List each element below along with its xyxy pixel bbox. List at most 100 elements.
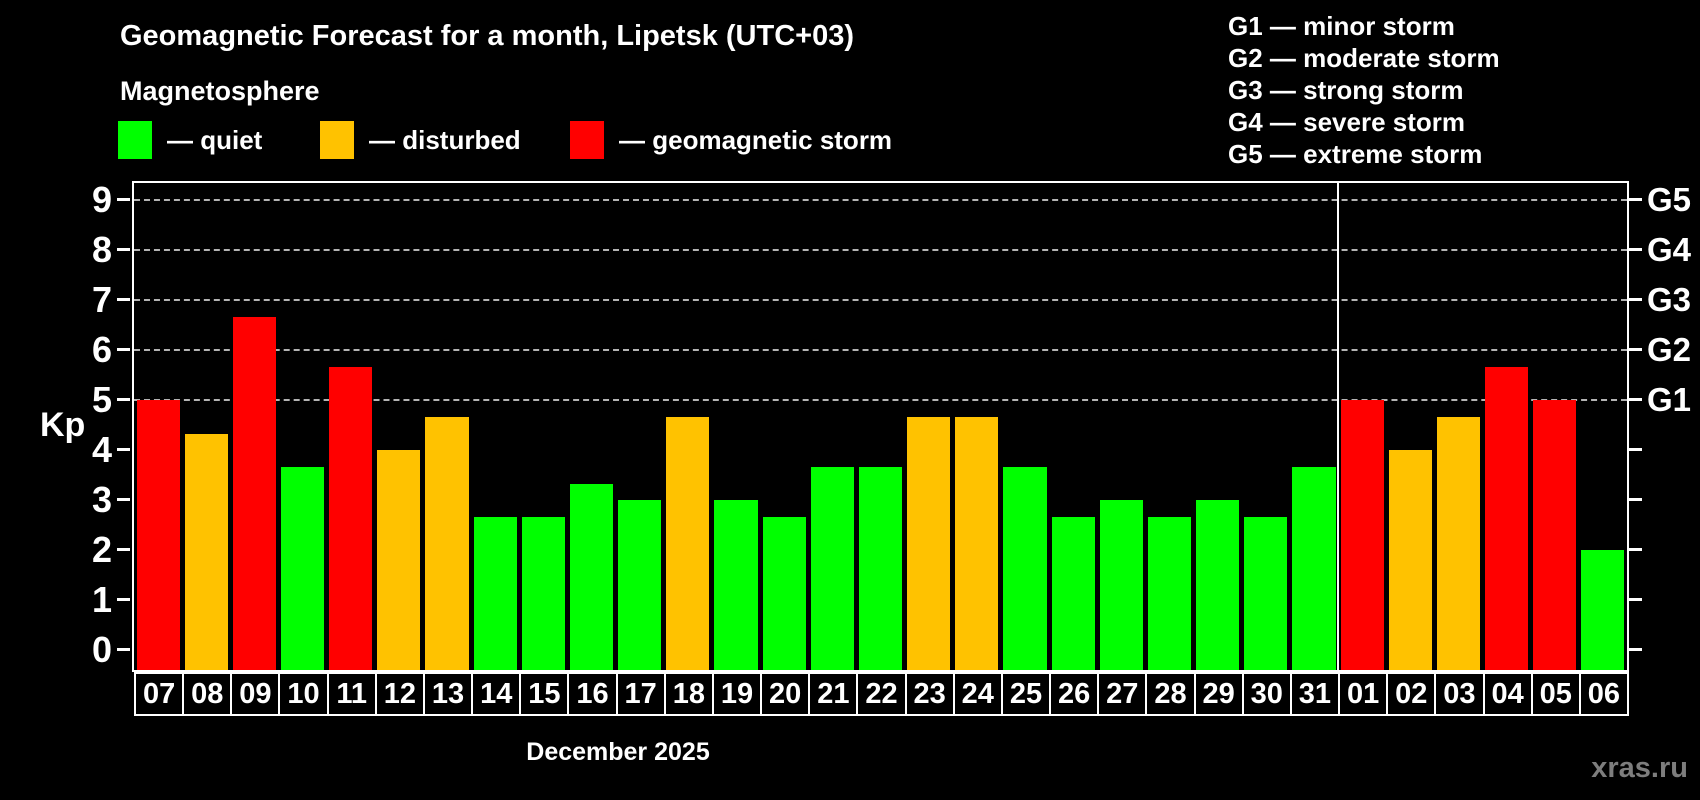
- bar-day-26: [1051, 516, 1095, 670]
- legend-swatch-storm-icon: [570, 121, 604, 159]
- storm-scale-line-g2: G2 — moderate storm: [1228, 43, 1500, 73]
- y-tick-label-6: 6: [91, 329, 112, 370]
- bar-day-23: [907, 416, 951, 670]
- bar-day-12: [377, 450, 421, 670]
- x-label-box-16: 16: [567, 672, 618, 716]
- y-tick-label-0: 0: [91, 629, 112, 670]
- y-tick-label-5: 5: [91, 379, 112, 420]
- x-label-box-25: 25: [1000, 672, 1052, 716]
- bar-day-20: [762, 516, 806, 670]
- y-tick-right-3: [1629, 498, 1642, 501]
- x-label-box-07: 07: [134, 672, 185, 716]
- watermark: xras.ru: [1591, 752, 1688, 784]
- bar-day-24: [955, 416, 999, 670]
- y-axis-label: Kp: [40, 406, 86, 444]
- x-label-box-15: 15: [519, 672, 570, 716]
- x-label-box-09: 09: [230, 672, 281, 716]
- x-label-box-28: 28: [1145, 672, 1196, 716]
- bar-day-18: [666, 416, 710, 670]
- x-label-box-24: 24: [952, 672, 1003, 716]
- storm-scale-legend: G1 — minor storm G2 — moderate storm G3 …: [1228, 10, 1500, 170]
- y-tick-right-0: [1629, 648, 1642, 651]
- legend-label-disturbed: — disturbed: [369, 124, 521, 155]
- bar-day-22: [858, 466, 903, 670]
- bar-day-25: [1003, 466, 1047, 670]
- x-label-box-30: 30: [1241, 672, 1292, 716]
- y-tick-label-8: 8: [91, 229, 112, 270]
- x-axis-month-label: December 2025: [526, 738, 710, 766]
- storm-scale-line-g4: G4 — severe storm: [1228, 107, 1466, 137]
- legend-label-storm: — geomagnetic storm: [619, 124, 893, 155]
- bar-day-09: [232, 316, 276, 670]
- x-label-box-26: 26: [1049, 672, 1100, 716]
- legend-label-quiet: — quiet: [167, 124, 263, 155]
- storm-scale-line-g5: G5 — extreme storm: [1228, 139, 1483, 169]
- bar-day-30: [1244, 516, 1288, 670]
- bar-day-27: [1099, 500, 1143, 670]
- x-label-box-31: 31: [1289, 672, 1341, 716]
- y-tick-left-8: [117, 248, 130, 251]
- y-tick-right-7: [1629, 298, 1642, 301]
- y-tick-left-7: [117, 298, 130, 301]
- x-label-box-19: 19: [711, 672, 763, 716]
- x-label-box-14: 14: [471, 672, 522, 716]
- page-title: Geomagnetic Forecast for a month, Lipets…: [120, 20, 855, 52]
- x-label-box-12: 12: [374, 672, 425, 716]
- legend-swatch-quiet-icon: [118, 121, 152, 159]
- x-label-box-05: 05: [1530, 672, 1581, 716]
- bar-day-10: [280, 466, 325, 670]
- x-label-box-22: 22: [856, 672, 907, 716]
- gridline-kp6: [134, 349, 1627, 351]
- bar-day-16: [569, 483, 614, 670]
- bar-day-05: [1533, 400, 1577, 670]
- x-label-box-23: 23: [904, 672, 955, 716]
- bar-day-19: [714, 500, 758, 670]
- bar-day-21: [810, 466, 854, 670]
- x-label-box-10: 10: [278, 672, 329, 716]
- month-separator-line: [1337, 183, 1340, 670]
- y-tick-left-0: [117, 648, 130, 651]
- y-tick-label-7: 7: [91, 279, 112, 320]
- bar-day-31: [1292, 466, 1336, 670]
- gridline-kp8: [134, 249, 1627, 251]
- bar-day-01: [1340, 400, 1384, 670]
- g-scale-label-g3: G3: [1647, 281, 1692, 318]
- x-label-box-02: 02: [1386, 672, 1437, 716]
- x-label-box-21: 21: [808, 672, 859, 716]
- bar-day-06: [1581, 550, 1625, 670]
- gridline-kp9: [134, 199, 1627, 201]
- g-scale-label-g4: G4: [1647, 231, 1692, 268]
- y-tick-right-9: [1629, 198, 1642, 201]
- y-tick-right-8: [1629, 248, 1642, 251]
- bar-day-14: [473, 516, 517, 670]
- y-tick-label-1: 1: [91, 579, 112, 620]
- y-tick-label-9: 9: [91, 179, 112, 220]
- y-tick-left-3: [117, 498, 130, 501]
- legend-item-quiet: — quiet: [118, 120, 262, 160]
- x-label-box-18: 18: [663, 672, 714, 716]
- x-label-box-06: 06: [1578, 672, 1629, 716]
- x-label-box-04: 04: [1482, 672, 1533, 716]
- y-tick-label-2: 2: [91, 529, 112, 570]
- y-tick-right-5: [1629, 398, 1642, 401]
- x-label-box-11: 11: [326, 672, 377, 716]
- y-tick-left-5: [117, 398, 130, 401]
- y-tick-right-1: [1629, 598, 1642, 601]
- bar-day-02: [1388, 450, 1432, 670]
- x-label-box-01: 01: [1338, 672, 1389, 716]
- storm-scale-line-g1: G1 — minor storm: [1228, 11, 1455, 41]
- bar-day-07: [136, 400, 180, 670]
- x-axis-labels: 07 08 09 10 11 12 13 14 15 16 17 18 19 20 21 22 23 24 25 26…: [134, 672, 1631, 716]
- bar-day-13: [425, 416, 469, 670]
- bar-day-03: [1436, 416, 1480, 670]
- x-label-box-17: 17: [615, 672, 666, 716]
- plot-area: 0 1 2 3 4 5 6 7 8 9 G1 G2 G3 G4 G5: [92, 179, 1691, 672]
- legend-swatch-disturbed-icon: [320, 121, 354, 159]
- legend-item-storm: — geomagnetic storm: [570, 120, 892, 160]
- y-tick-label-4: 4: [91, 429, 112, 470]
- bar-day-17: [618, 500, 662, 670]
- y-tick-left-1: [117, 598, 130, 601]
- x-label-box-20: 20: [760, 672, 811, 716]
- x-label-box-27: 27: [1097, 672, 1148, 716]
